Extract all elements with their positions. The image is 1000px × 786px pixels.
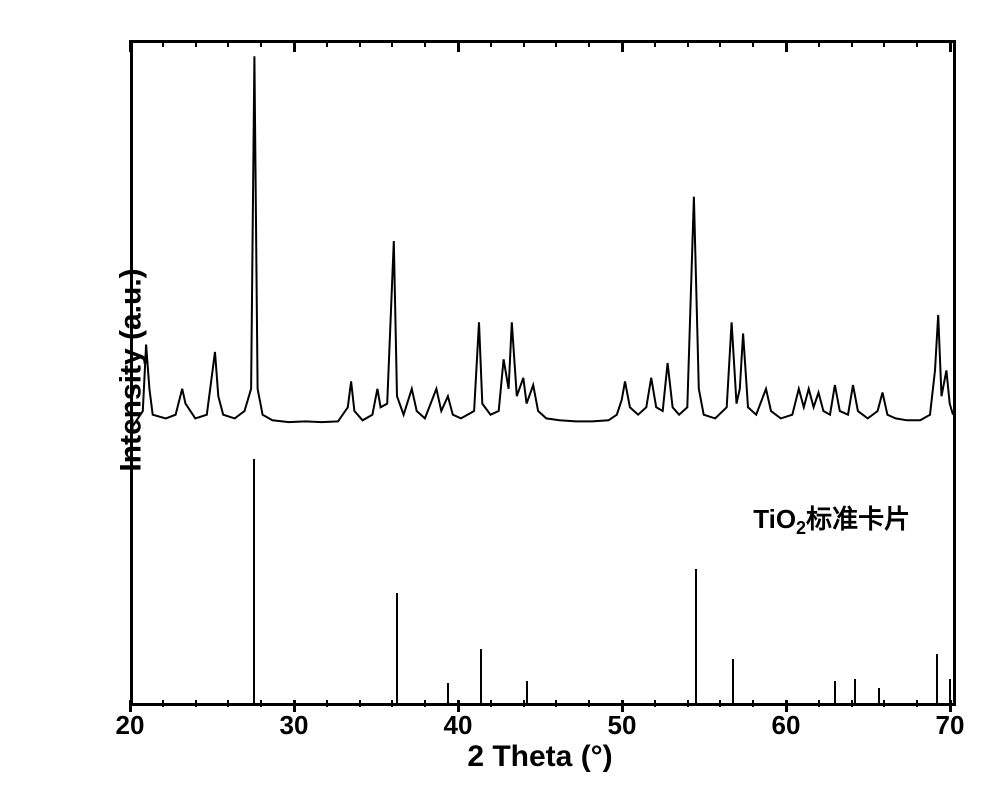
plot-area — [130, 40, 956, 706]
x-tick-major-top — [457, 40, 460, 52]
x-tick-minor-top — [424, 40, 426, 47]
x-tick-minor — [719, 700, 721, 707]
x-tick-minor-top — [490, 40, 492, 47]
x-tick-label: 70 — [936, 710, 965, 741]
x-tick-minor — [162, 700, 164, 707]
x-tick-minor — [818, 700, 820, 707]
x-tick-major-top — [129, 40, 132, 52]
reference-lines — [133, 459, 953, 703]
x-tick-minor-top — [851, 40, 853, 47]
x-tick-minor-top — [818, 40, 820, 47]
x-tick-label: 60 — [772, 710, 801, 741]
x-tick-minor — [883, 700, 885, 707]
x-tick-minor — [490, 700, 492, 707]
x-tick-minor — [555, 700, 557, 707]
x-tick-minor-top — [391, 40, 393, 47]
reference-peak — [732, 659, 734, 703]
reference-peak — [447, 683, 449, 703]
reference-peak — [253, 459, 255, 703]
x-tick-minor — [227, 700, 229, 707]
x-tick-minor-top — [654, 40, 656, 47]
x-tick-minor-top — [555, 40, 557, 47]
x-tick-minor-top — [162, 40, 164, 47]
x-tick-minor — [326, 700, 328, 707]
spectrum-line — [133, 56, 953, 426]
x-tick-minor — [260, 700, 262, 707]
x-tick-minor — [424, 700, 426, 707]
reference-peak — [834, 681, 836, 703]
x-tick-minor-top — [752, 40, 754, 47]
x-tick-minor-top — [359, 40, 361, 47]
x-tick-minor — [588, 700, 590, 707]
reference-peak — [854, 679, 856, 703]
x-tick-minor-top — [326, 40, 328, 47]
x-tick-minor — [687, 700, 689, 707]
x-tick-minor-top — [719, 40, 721, 47]
y-axis-label: Intensity (a.u.) — [115, 268, 149, 471]
x-tick-label: 20 — [116, 710, 145, 741]
x-tick-major-top — [949, 40, 952, 52]
x-tick-major-top — [621, 40, 624, 52]
x-tick-minor-top — [916, 40, 918, 47]
reference-peak — [695, 569, 697, 703]
xrd-chart: Intensity (a.u.) 2 Theta (°) 20 30 40 50 60 7… — [0, 0, 1000, 786]
x-tick-label: 40 — [444, 710, 473, 741]
x-tick-minor-top — [687, 40, 689, 47]
x-tick-minor-top — [588, 40, 590, 47]
x-tick-minor-top — [523, 40, 525, 47]
x-tick-minor — [916, 700, 918, 707]
reference-peak — [396, 593, 398, 703]
x-tick-minor-top — [195, 40, 197, 47]
x-tick-minor — [752, 700, 754, 707]
x-tick-minor-top — [227, 40, 229, 47]
x-tick-label: 30 — [280, 710, 309, 741]
reference-peak — [526, 681, 528, 703]
reference-peak — [480, 649, 482, 703]
x-tick-minor-top — [260, 40, 262, 47]
reference-peak — [936, 654, 938, 703]
x-tick-minor — [654, 700, 656, 707]
reference-annotation: TiO2标准卡片 — [753, 499, 910, 539]
x-tick-minor-top — [883, 40, 885, 47]
x-tick-minor — [391, 700, 393, 707]
x-tick-minor — [195, 700, 197, 707]
x-tick-minor — [359, 700, 361, 707]
x-tick-major-top — [785, 40, 788, 52]
reference-peak — [878, 688, 880, 703]
x-tick-major-top — [293, 40, 296, 52]
x-tick-minor — [523, 700, 525, 707]
x-tick-minor — [851, 700, 853, 707]
x-axis-label: 2 Theta (°) — [467, 740, 612, 774]
x-tick-label: 50 — [608, 710, 637, 741]
